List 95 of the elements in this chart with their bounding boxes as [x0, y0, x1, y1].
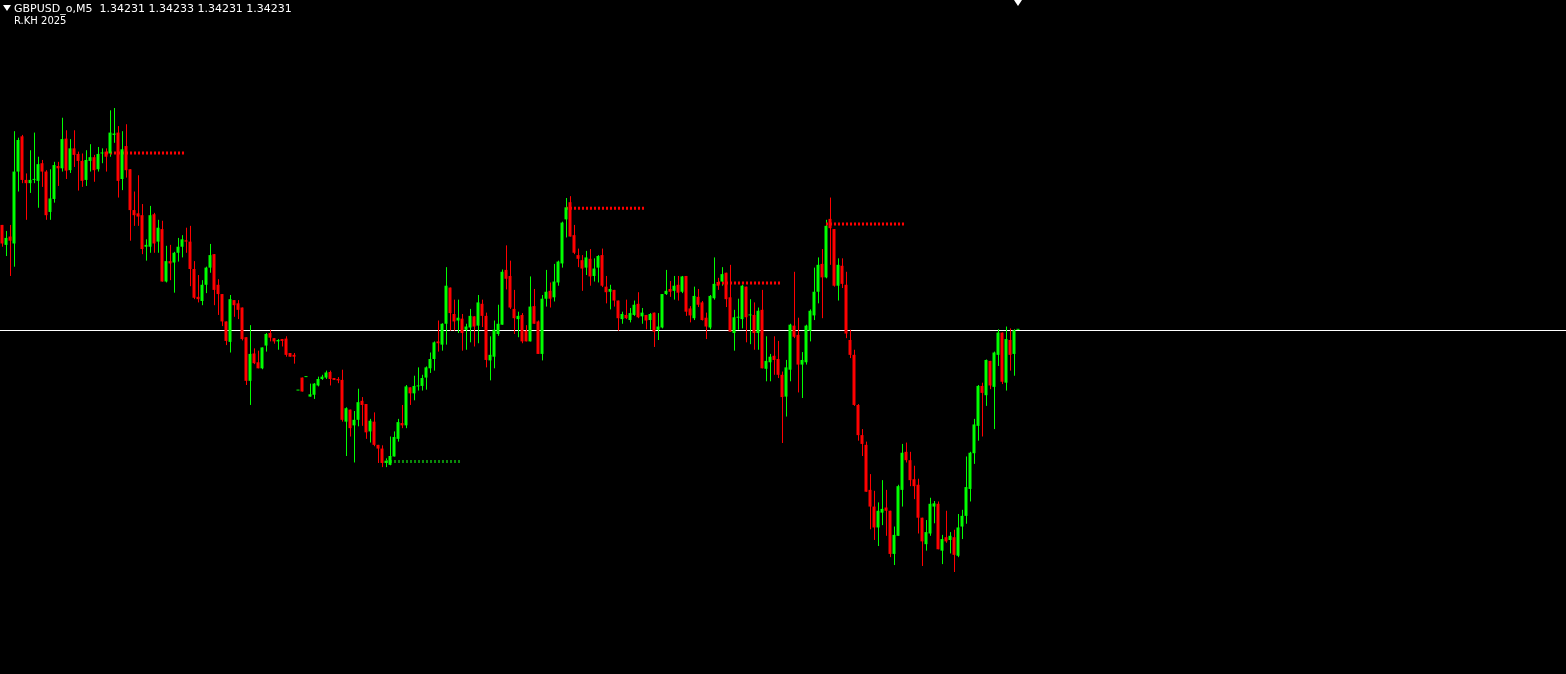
- candlestick: [480, 299, 484, 328]
- candlestick: [4, 230, 8, 257]
- candlestick: [544, 269, 548, 308]
- candlestick: [348, 409, 352, 438]
- candlestick: [676, 275, 680, 302]
- candlestick: [464, 323, 468, 351]
- candlestick: [164, 245, 168, 283]
- candlestick: [516, 311, 520, 338]
- candlestick: [960, 509, 964, 540]
- candlestick: [772, 335, 776, 376]
- candlestick: [456, 299, 460, 334]
- candlestick: [548, 281, 552, 309]
- candlestick: [828, 197, 832, 266]
- chart-title: GBPUSD_o,M5 1.34231 1.34233 1.34231 1.34231: [14, 2, 292, 15]
- candlestick: [552, 263, 556, 302]
- candlestick: [416, 366, 420, 392]
- candlestick: [344, 406, 348, 457]
- candlestick: [872, 490, 876, 541]
- candlestick: [172, 251, 176, 294]
- candlestick: [264, 332, 268, 353]
- candlestick: [476, 294, 480, 344]
- candlestick: [944, 510, 948, 544]
- candlestick: [512, 289, 516, 335]
- candlestick: [184, 227, 188, 254]
- candlestick: [96, 146, 100, 173]
- candlestick: [100, 147, 104, 164]
- candlestick: [32, 132, 36, 184]
- candlestick: [1008, 327, 1012, 372]
- candlestick: [204, 266, 208, 294]
- candlestick: [208, 243, 212, 274]
- candlestick: [176, 237, 180, 263]
- candlestick: [412, 375, 416, 401]
- candlestick: [836, 257, 840, 302]
- candlestick: [84, 149, 88, 187]
- candlestick: [880, 479, 884, 526]
- candlestick: [432, 340, 436, 372]
- candlestick: [592, 257, 596, 283]
- candlestick: [452, 299, 456, 332]
- candlestick: [848, 329, 852, 359]
- candlestick: [720, 266, 724, 287]
- candlestick: [24, 172, 28, 221]
- candlestick: [732, 309, 736, 352]
- candlestick: [948, 531, 952, 554]
- candlestick: [780, 371, 784, 444]
- candlestick: [180, 234, 184, 258]
- candlestick: [876, 501, 880, 547]
- candlestick: [884, 489, 888, 537]
- candlestick: [656, 312, 660, 341]
- candlestick: [940, 534, 944, 565]
- candlestick: [576, 248, 580, 268]
- candlestick: [132, 191, 136, 227]
- candlestick: [860, 428, 864, 457]
- candlestick: [472, 315, 476, 347]
- candlestick: [624, 299, 628, 320]
- candlestick: [776, 340, 780, 379]
- candlestick: [68, 138, 72, 174]
- candlestick: [428, 352, 432, 374]
- candlestick: [76, 151, 80, 192]
- candlestick: [224, 320, 228, 346]
- candlestick: [588, 248, 592, 287]
- candlestick: [580, 254, 584, 292]
- candlestick: [756, 307, 760, 351]
- candlestick: [440, 322, 444, 352]
- candlestick: [108, 109, 112, 158]
- candlestick: [904, 442, 908, 463]
- candlestick: [460, 313, 464, 352]
- candlestick: [752, 301, 756, 351]
- candlestick: [584, 250, 588, 276]
- candlestick: [80, 152, 84, 188]
- candlestick: [748, 298, 752, 345]
- candlestick: [564, 197, 568, 238]
- candlestick: [356, 388, 360, 427]
- candlestick: [28, 149, 32, 194]
- text: R.KH 2025: [14, 15, 67, 26]
- candlestick: [156, 219, 160, 254]
- candlestick: [72, 129, 76, 168]
- candlestick: [40, 159, 44, 188]
- candlestick: [980, 382, 984, 438]
- candlestick: [764, 335, 768, 382]
- candlestick: [36, 156, 40, 209]
- candlestick: [92, 154, 96, 183]
- candlestick: [920, 517, 924, 567]
- candlestick: [368, 418, 372, 444]
- candlestick: [596, 254, 600, 283]
- candlestick: [664, 269, 668, 296]
- candlestick: [840, 257, 844, 289]
- candlestick: [468, 308, 472, 343]
- candlestick: [372, 411, 376, 447]
- candlestick: [608, 284, 612, 310]
- candlestick: [616, 300, 620, 332]
- candlestick: [1012, 328, 1016, 377]
- candlestick: [436, 320, 440, 353]
- candlestick: [200, 279, 204, 306]
- candlestick: [952, 529, 956, 573]
- candlestick: [908, 451, 912, 487]
